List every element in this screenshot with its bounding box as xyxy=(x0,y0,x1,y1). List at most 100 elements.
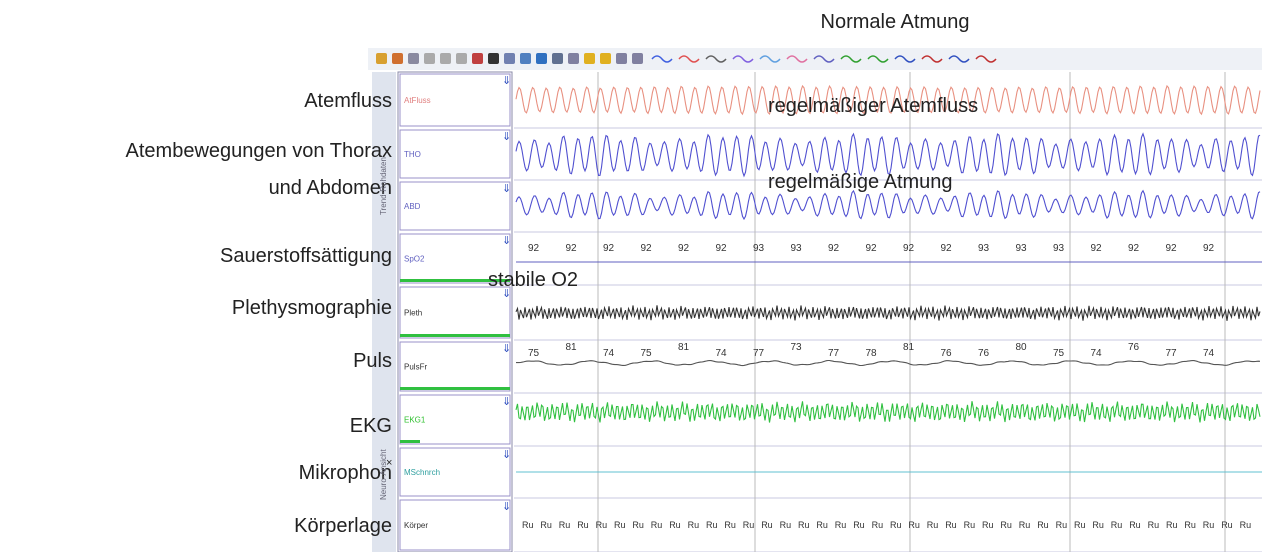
spo2-value: 93 xyxy=(791,243,803,254)
position-value: Ru xyxy=(596,520,608,530)
toolbar-button[interactable] xyxy=(568,53,579,64)
channel-name: SpO2 xyxy=(404,255,425,264)
pulse-value: 81 xyxy=(678,342,690,353)
channel-name: Pleth xyxy=(404,309,422,318)
spo2-value: 93 xyxy=(753,243,765,254)
toolbar-button[interactable] xyxy=(632,53,643,64)
pulse-value: 77 xyxy=(1166,348,1178,359)
toolbar-button[interactable] xyxy=(376,53,387,64)
position-value: Ru xyxy=(890,520,902,530)
toolbar-button[interactable] xyxy=(536,53,547,64)
side-tab[interactable]: Trend-Rohdaten xyxy=(379,157,388,215)
pulse-value: 74 xyxy=(603,348,615,359)
position-value: Ru xyxy=(706,520,718,530)
spo2-value: 92 xyxy=(1128,243,1140,254)
position-value: Ru xyxy=(1074,520,1086,530)
toolbar-button[interactable] xyxy=(408,53,419,64)
pulse-value: 81 xyxy=(903,342,915,353)
scale-arrow: ⇓ xyxy=(502,235,511,247)
signal-label: Atembewegungen von Thorax xyxy=(126,140,392,162)
signal-label: Puls xyxy=(353,350,392,372)
level-bar xyxy=(400,440,420,443)
position-value: Ru xyxy=(853,520,865,530)
scale-arrow: ⇓ xyxy=(502,343,511,355)
pulse-value: 75 xyxy=(528,348,540,359)
annotation: stabile O2 xyxy=(488,269,578,291)
pulse-value: 76 xyxy=(941,348,953,359)
pulse-value: 77 xyxy=(828,348,840,359)
channel-name: Körper xyxy=(404,521,428,530)
channel-name: MSchnrch xyxy=(404,468,440,477)
toolbar-button[interactable] xyxy=(392,53,403,64)
toolbar-button[interactable] xyxy=(616,53,627,64)
position-value: Ru xyxy=(1092,520,1104,530)
spo2-value: 92 xyxy=(1091,243,1103,254)
toolbar-button[interactable] xyxy=(504,53,515,64)
position-value: Ru xyxy=(964,520,976,530)
channel-name: ABD xyxy=(404,202,421,211)
channel-name: AtFluss xyxy=(404,96,431,105)
position-value: Ru xyxy=(559,520,571,530)
pulse-value: 75 xyxy=(1053,348,1065,359)
signal-label: EKG xyxy=(350,415,392,437)
position-value: Ru xyxy=(1148,520,1160,530)
toolbar-button[interactable] xyxy=(520,53,531,64)
signal-label: Plethysmographie xyxy=(232,297,392,319)
position-value: Ru xyxy=(816,520,828,530)
position-value: Ru xyxy=(1056,520,1068,530)
position-value: Ru xyxy=(908,520,920,530)
toolbar-button[interactable] xyxy=(488,53,499,64)
scale-arrow: ⇓ xyxy=(502,501,511,513)
position-value: Ru xyxy=(1240,520,1252,530)
position-value: Ru xyxy=(1221,520,1233,530)
position-value: Ru xyxy=(688,520,700,530)
signal-label: und Abdomen xyxy=(269,177,392,199)
position-value: Ru xyxy=(522,520,534,530)
signal-label: Sauerstoffsättigung xyxy=(220,245,392,267)
position-value: Ru xyxy=(872,520,884,530)
close-icon[interactable]: × xyxy=(386,457,392,469)
toolbar-button[interactable] xyxy=(456,53,467,64)
spo2-value: 92 xyxy=(1166,243,1178,254)
position-value: Ru xyxy=(945,520,957,530)
toolbar-button[interactable] xyxy=(424,53,435,64)
title: Normale Atmung xyxy=(821,11,970,33)
spo2-value: 92 xyxy=(941,243,953,254)
pulse-value: 73 xyxy=(791,342,803,353)
annotation: regelmäßige Atmung xyxy=(768,171,953,193)
pulse-value: 80 xyxy=(1016,342,1028,353)
pulse-value: 81 xyxy=(566,342,578,353)
pulse-value: 75 xyxy=(641,348,653,359)
spo2-value: 92 xyxy=(641,243,653,254)
position-value: Ru xyxy=(1000,520,1012,530)
channel-name: EKG1 xyxy=(404,416,426,425)
position-value: Ru xyxy=(651,520,663,530)
toolbar-button[interactable] xyxy=(600,53,611,64)
scale-arrow: ⇓ xyxy=(502,183,511,195)
pulse-value: 74 xyxy=(1091,348,1103,359)
position-value: Ru xyxy=(982,520,994,530)
position-value: Ru xyxy=(614,520,626,530)
toolbar xyxy=(368,48,1262,70)
spo2-value: 92 xyxy=(528,243,540,254)
spo2-value: 93 xyxy=(1053,243,1065,254)
position-value: Ru xyxy=(540,520,552,530)
toolbar-button[interactable] xyxy=(472,53,483,64)
position-value: Ru xyxy=(780,520,792,530)
pulse-value: 78 xyxy=(866,348,878,359)
position-value: Ru xyxy=(761,520,773,530)
toolbar-button[interactable] xyxy=(552,53,563,64)
signal-label: Mikrophon xyxy=(299,462,392,484)
toolbar-button[interactable] xyxy=(584,53,595,64)
position-value: Ru xyxy=(835,520,847,530)
spo2-value: 92 xyxy=(603,243,615,254)
toolbar-button[interactable] xyxy=(440,53,451,64)
scale-arrow: ⇓ xyxy=(502,396,511,408)
position-value: Ru xyxy=(1166,520,1178,530)
spo2-value: 93 xyxy=(978,243,990,254)
channel-name: THO xyxy=(404,150,421,159)
pulse-value: 74 xyxy=(716,348,728,359)
position-value: Ru xyxy=(743,520,755,530)
pulse-value: 76 xyxy=(978,348,990,359)
scale-arrow: ⇓ xyxy=(502,75,511,87)
